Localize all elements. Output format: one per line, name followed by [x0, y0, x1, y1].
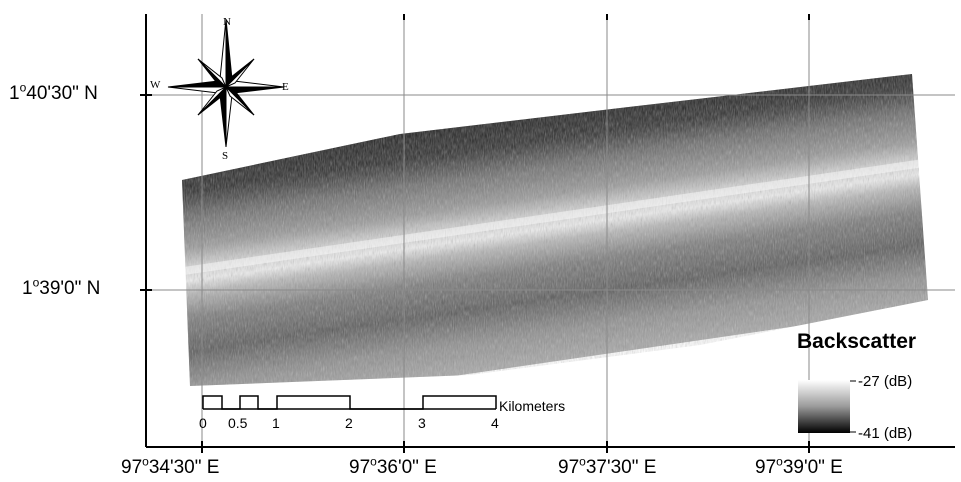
longitude-label: 97o37'30" E — [558, 454, 657, 478]
scale-bar-tick-label: 3 — [418, 415, 426, 431]
scale-bar-tick-label: 0.5 — [228, 415, 248, 431]
scale-bar-tick-label: 0 — [199, 415, 207, 431]
compass-south-label: S — [222, 150, 228, 162]
backscatter-swath — [182, 74, 928, 386]
scale-bar-tick-label: 2 — [345, 415, 353, 431]
graticule — [146, 14, 955, 447]
compass-east-label: E — [282, 81, 289, 93]
legend-low-value: -41 (dB) — [858, 425, 913, 442]
compass-north-label: N — [223, 16, 231, 28]
legend-color-ramp — [798, 380, 850, 433]
compass-rose-icon: N S E W — [150, 16, 289, 162]
scale-bar-unit: Kilometers — [499, 398, 566, 414]
scale-bar — [202, 395, 497, 410]
compass-west-label: W — [150, 79, 161, 91]
longitude-label: 97o34'30" E — [121, 454, 220, 478]
longitude-label: 97o36'0" E — [349, 454, 437, 478]
latitude-label: 1o40'30" N — [9, 80, 98, 104]
axis-ticks — [140, 14, 810, 453]
legend-high-value: -27 (dB) — [858, 373, 913, 390]
scale-bar-tick-label: 4 — [491, 415, 499, 431]
scale-bar-tick-label: 1 — [272, 415, 280, 431]
longitude-label: 97o39'0" E — [755, 454, 843, 478]
legend-title: Backscatter — [797, 330, 917, 353]
map-frame — [145, 14, 955, 448]
latitude-label: 1o39'0" N — [22, 275, 101, 299]
